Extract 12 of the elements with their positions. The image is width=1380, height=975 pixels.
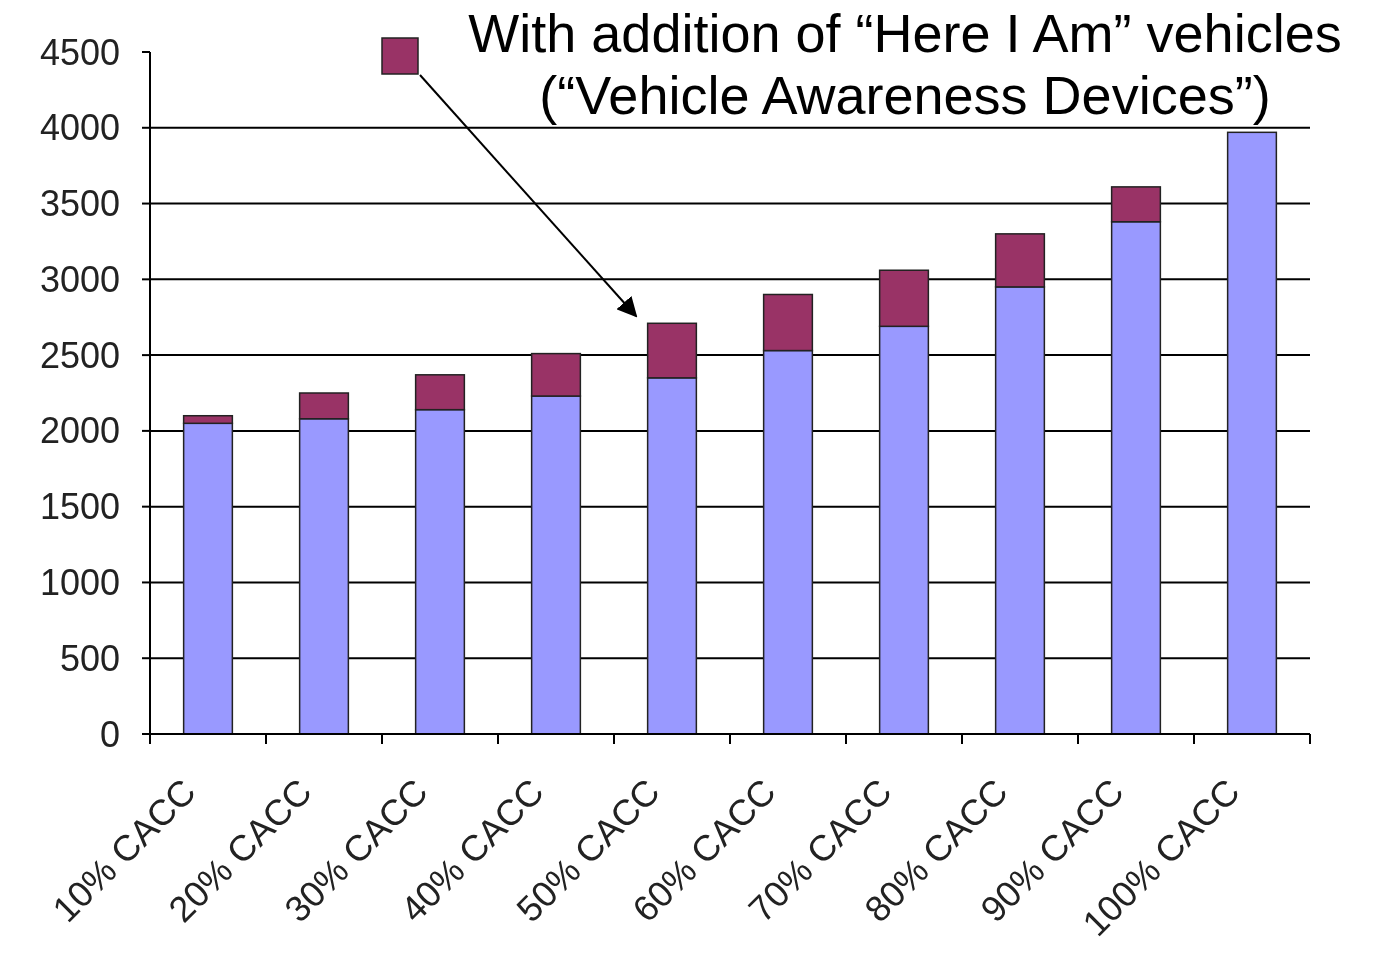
y-tick-label: 1000 (39, 562, 120, 604)
y-tick-label: 2500 (39, 334, 120, 376)
legend-label: With addition of “Here I Am” vehicles (“Vehicle Awareness Devices”) (468, 3, 1342, 125)
y-tick-label: 1500 (39, 486, 120, 528)
bar (1226, 131, 1278, 735)
y-tick-label: 4000 (39, 107, 120, 149)
y-tick-label: 3500 (39, 183, 120, 225)
y-tick-label: 4500 (39, 31, 120, 73)
y-tick-label: 500 (59, 637, 120, 679)
y-tick-label: 2000 (39, 410, 120, 452)
y-tick-label: 3000 (39, 258, 120, 300)
y-tick-label: 0 (99, 713, 120, 755)
